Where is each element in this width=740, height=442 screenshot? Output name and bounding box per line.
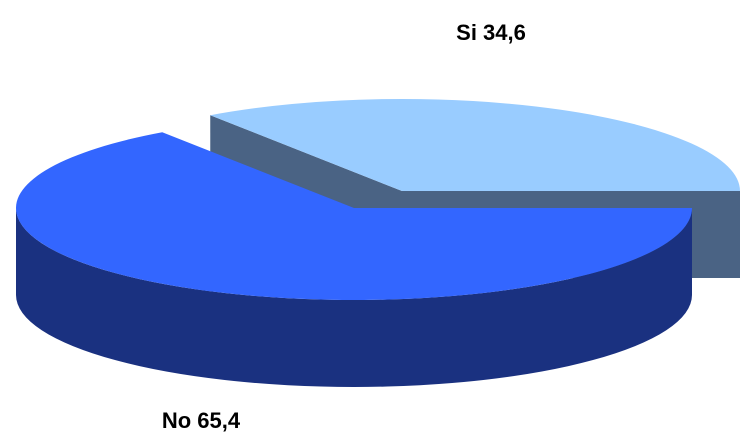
slice-side-no-wall (16, 208, 692, 387)
slice-label-si: Si 34,6 (456, 20, 526, 45)
slice-top-no (15, 132, 692, 300)
pie-shapes-layer (15, 99, 740, 387)
pie-labels-layer: Si 34,6 No 65,4 (162, 20, 526, 433)
slice-label-no: No 65,4 (162, 408, 241, 433)
slice-top-si (210, 99, 740, 191)
